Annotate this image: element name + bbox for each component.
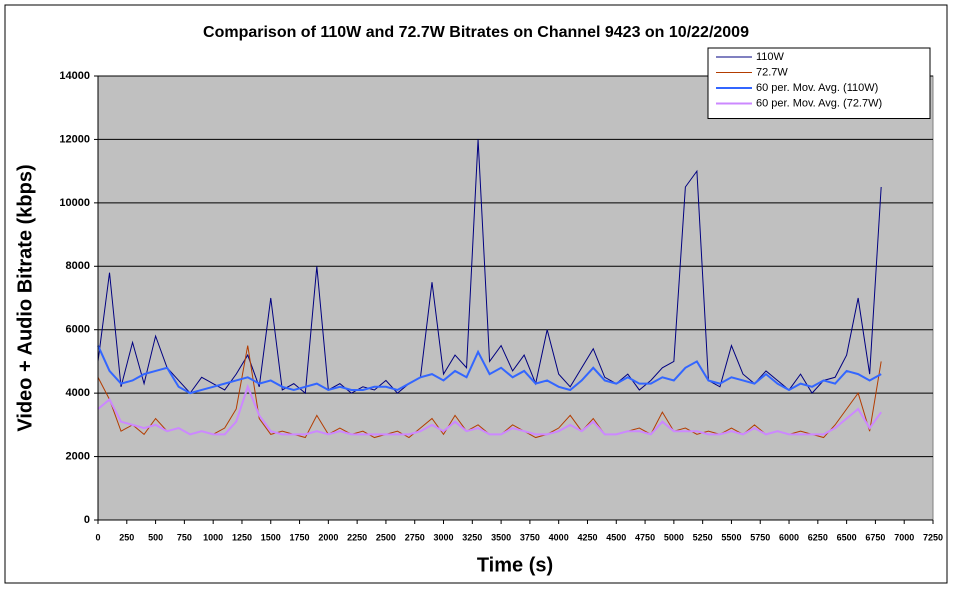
- x-tick-label: 2500: [376, 532, 396, 542]
- y-tick-label: 10000: [59, 197, 90, 209]
- x-tick-label: 5500: [721, 532, 741, 542]
- legend-label: 60 per. Mov. Avg. (72.7W): [756, 97, 882, 109]
- x-tick-label: 4750: [635, 532, 655, 542]
- x-tick-label: 2750: [405, 532, 425, 542]
- legend-label: 60 per. Mov. Avg. (110W): [756, 82, 878, 94]
- y-tick-label: 12000: [59, 133, 90, 145]
- x-axis-title: Time (s): [477, 554, 553, 576]
- y-tick-label: 0: [84, 514, 90, 526]
- x-tick-label: 4000: [549, 532, 569, 542]
- x-tick-label: 4250: [577, 532, 597, 542]
- x-tick-label: 7250: [923, 532, 943, 542]
- legend-label: 110W: [756, 51, 785, 63]
- x-tick-label: 1000: [203, 532, 223, 542]
- chart-title: Comparison of 110W and 72.7W Bitrates on…: [203, 24, 749, 41]
- legend-label: 72.7W: [756, 66, 788, 78]
- y-tick-label: 14000: [59, 70, 90, 82]
- x-tick-label: 1500: [261, 532, 281, 542]
- x-tick-label: 3750: [520, 532, 540, 542]
- x-tick-label: 250: [119, 532, 134, 542]
- legend-box: [707, 47, 931, 119]
- x-tick-label: 1750: [290, 532, 310, 542]
- x-tick-label: 5250: [693, 532, 713, 542]
- series-line: [97, 139, 882, 395]
- x-tick-label: 3500: [491, 532, 511, 542]
- plot-area: [97, 75, 934, 521]
- x-tick-label: 4500: [606, 532, 626, 542]
- y-tick-label: 8000: [66, 260, 90, 272]
- x-tick-label: 2000: [318, 532, 338, 542]
- series-line: [97, 383, 882, 436]
- x-tick-label: 3250: [462, 532, 482, 542]
- y-tick-label: 4000: [66, 387, 90, 399]
- y-axis-title: Video + Audio Bitrate (kbps): [14, 164, 36, 431]
- x-tick-label: 7000: [894, 532, 914, 542]
- series-line: [97, 345, 882, 395]
- x-tick-label: 1250: [232, 532, 252, 542]
- x-tick-label: 5000: [664, 532, 684, 542]
- x-tick-label: 6500: [837, 532, 857, 542]
- y-tick-label: 2000: [66, 450, 90, 462]
- x-tick-label: 500: [148, 532, 163, 542]
- x-tick-label: 6250: [808, 532, 828, 542]
- x-tick-label: 6750: [865, 532, 885, 542]
- x-tick-label: 2250: [347, 532, 367, 542]
- y-tick-label: 6000: [66, 324, 90, 336]
- x-tick-label: 6000: [779, 532, 799, 542]
- x-tick-label: 750: [177, 532, 192, 542]
- x-tick-label: 5750: [750, 532, 770, 542]
- x-tick-label: 3000: [434, 532, 454, 542]
- x-tick-label: 0: [95, 532, 100, 542]
